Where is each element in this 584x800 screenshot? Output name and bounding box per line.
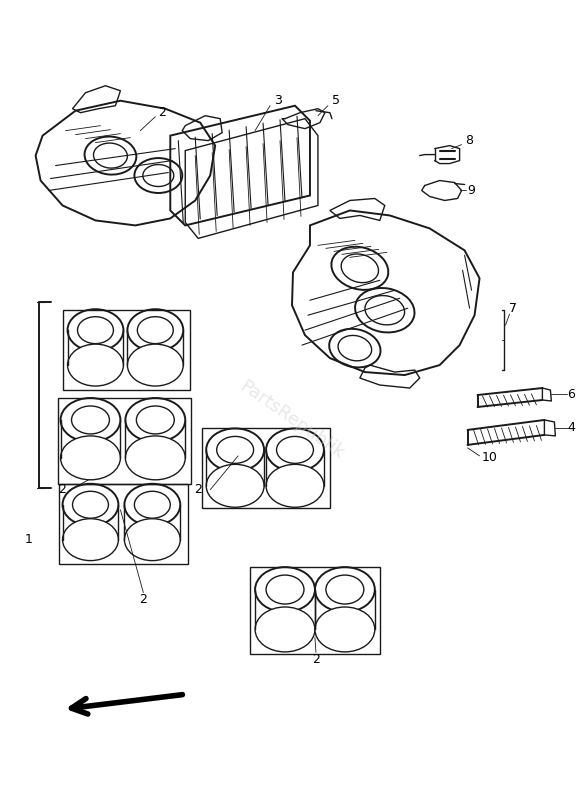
Bar bbox=[62, 310, 190, 390]
Text: PartsRepublik: PartsRepublik bbox=[237, 378, 347, 462]
Ellipse shape bbox=[61, 436, 120, 480]
Text: 2: 2 bbox=[312, 653, 320, 666]
Text: 2: 2 bbox=[194, 483, 202, 496]
Text: 10: 10 bbox=[482, 451, 498, 464]
Ellipse shape bbox=[266, 464, 324, 507]
Ellipse shape bbox=[68, 344, 123, 386]
Ellipse shape bbox=[255, 607, 315, 652]
Text: 3: 3 bbox=[274, 94, 282, 107]
Text: 2: 2 bbox=[158, 106, 166, 119]
Ellipse shape bbox=[126, 436, 185, 480]
Text: 9: 9 bbox=[468, 184, 475, 197]
Text: 7: 7 bbox=[509, 302, 517, 314]
Ellipse shape bbox=[124, 518, 180, 561]
Text: 2: 2 bbox=[140, 593, 147, 606]
Text: 8: 8 bbox=[465, 134, 474, 147]
Ellipse shape bbox=[206, 464, 264, 507]
Bar bbox=[250, 566, 380, 654]
Text: 4: 4 bbox=[568, 422, 575, 434]
Text: 1: 1 bbox=[25, 533, 33, 546]
Ellipse shape bbox=[315, 607, 375, 652]
Text: 2: 2 bbox=[58, 483, 67, 496]
Bar bbox=[58, 398, 191, 484]
Ellipse shape bbox=[62, 518, 119, 561]
Bar bbox=[58, 484, 188, 564]
Bar bbox=[202, 428, 330, 508]
Text: 6: 6 bbox=[568, 387, 575, 401]
Ellipse shape bbox=[127, 344, 183, 386]
Text: 5: 5 bbox=[332, 94, 340, 107]
